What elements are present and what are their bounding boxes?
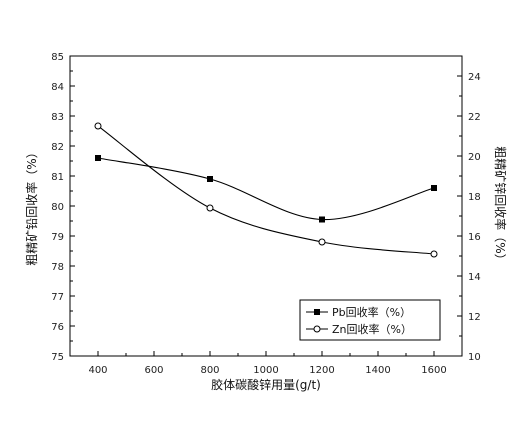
- y-right-tick-label: 18: [468, 192, 481, 203]
- data-point-square: [431, 185, 437, 191]
- y-right-tick-label: 20: [468, 152, 481, 163]
- y-left-tick-label: 85: [51, 52, 64, 63]
- data-point-square: [95, 155, 101, 161]
- y-axis-left: 75 76 77 78 79 80 81 82 83 84 85: [51, 52, 75, 363]
- legend-marker-square: [314, 309, 320, 315]
- x-tick-label: 1200: [309, 365, 334, 376]
- y-left-tick-label: 77: [51, 292, 64, 303]
- legend-marker-circle: [313, 325, 321, 333]
- y-right-tick-label: 10: [468, 352, 481, 363]
- data-point-circle: [430, 250, 438, 258]
- y-left-tick-label: 82: [51, 142, 64, 153]
- data-point-circle: [318, 238, 326, 246]
- y-axis-left-title: 粗精矿铅回收率（%）: [24, 146, 39, 265]
- x-tick-label: 400: [88, 365, 107, 376]
- y-left-tick-label: 76: [51, 322, 64, 333]
- y-left-tick-label: 83: [51, 112, 64, 123]
- series-layer: [94, 122, 438, 258]
- data-point-circle: [206, 204, 214, 212]
- y-right-tick-label: 12: [468, 312, 481, 323]
- legend: Pb回收率（%） Zn回收率（%）: [299, 299, 441, 341]
- y-right-tick-label: 24: [468, 72, 481, 83]
- series-line-1: [97, 157, 435, 221]
- legend-label: Zn回收率（%）: [332, 322, 412, 336]
- x-tick-label: 1400: [365, 365, 390, 376]
- y-right-tick-label: 16: [468, 232, 481, 243]
- legend-label: Pb回收率（%）: [332, 305, 411, 319]
- y-left-tick-label: 80: [51, 202, 64, 213]
- y-left-tick-label: 81: [51, 172, 64, 183]
- data-point-circle: [94, 122, 102, 130]
- y-left-tick-label: 78: [51, 262, 64, 273]
- y-left-tick-label: 84: [51, 82, 64, 93]
- data-point-square: [319, 216, 325, 223]
- data-point-square: [207, 176, 213, 182]
- x-axis: 400 600 800 1000 1200 1400 1600: [88, 351, 447, 376]
- x-tick-label: 1000: [253, 365, 278, 376]
- series-line-2: [97, 125, 435, 255]
- x-axis-title: 胶体碳酸锌用量(g/t): [211, 377, 321, 392]
- y-axis-right: 10 12 14 16 18 20 22 24: [457, 72, 481, 363]
- x-tick-label: 800: [200, 365, 219, 376]
- y-right-tick-label: 22: [468, 112, 481, 123]
- y-axis-right-title: 粗精矿锌回收率（%）: [493, 146, 508, 265]
- y-right-tick-label: 14: [468, 272, 481, 283]
- x-tick-label: 600: [144, 365, 163, 376]
- y-left-tick-label: 79: [51, 232, 64, 243]
- legend-box: [299, 299, 441, 341]
- x-tick-label: 1600: [421, 365, 446, 376]
- y-left-tick-label: 75: [51, 352, 64, 363]
